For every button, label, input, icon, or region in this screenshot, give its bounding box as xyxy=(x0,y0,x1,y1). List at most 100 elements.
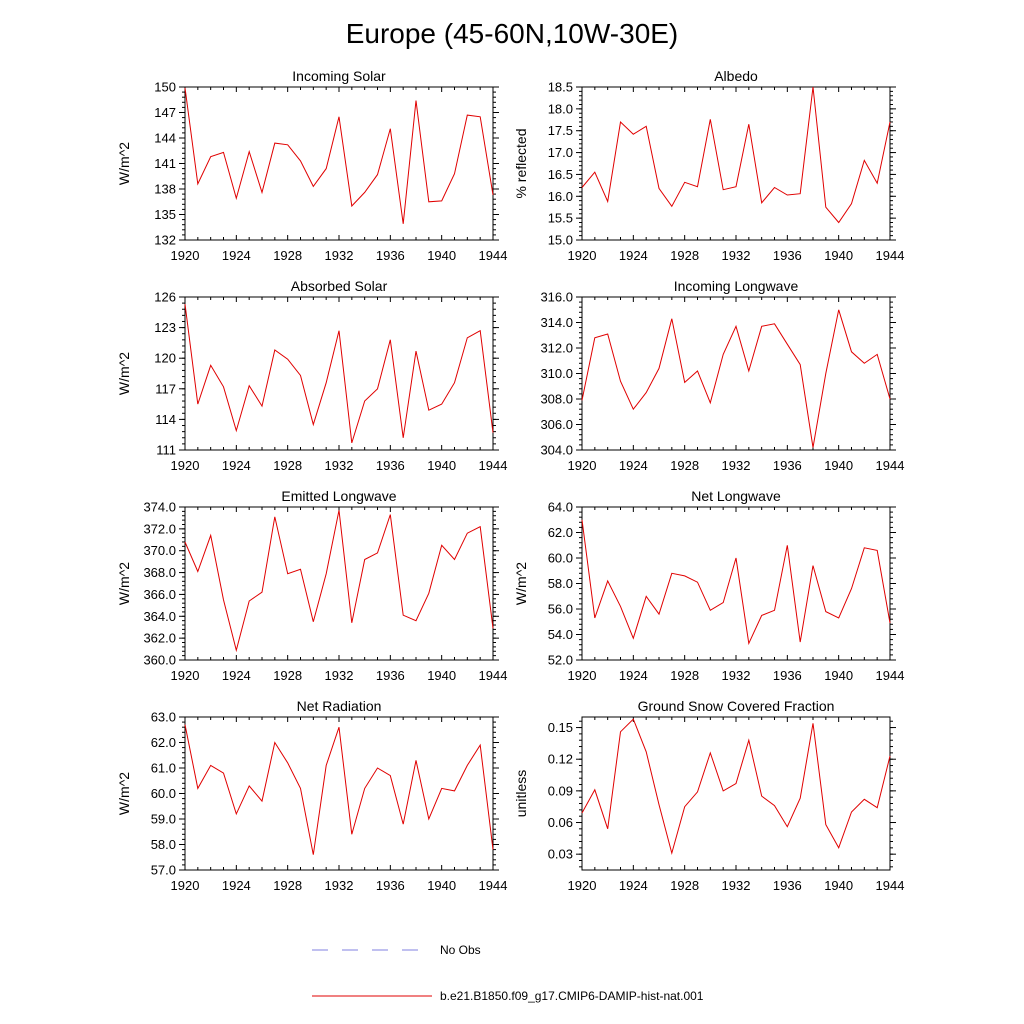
x-tick-label: 1932 xyxy=(325,668,354,683)
y-tick-label: 141 xyxy=(154,156,176,171)
y-tick-label: 16.0 xyxy=(548,189,573,204)
y-tick-label: 58.0 xyxy=(548,576,573,591)
y-axis-label: W/m^2 xyxy=(513,562,529,605)
x-tick-label: 1936 xyxy=(773,878,802,893)
x-tick-label: 1924 xyxy=(619,878,648,893)
legend-label-model: b.e21.B1850.f09_g17.CMIP6-DAMIP-hist-nat… xyxy=(440,989,704,1003)
series-line xyxy=(581,519,891,646)
y-tick-label: 62.0 xyxy=(151,735,176,750)
x-tick-label: 1928 xyxy=(670,878,699,893)
y-tick-label: 147 xyxy=(154,105,176,120)
x-tick-label: 1924 xyxy=(222,668,251,683)
y-tick-label: 135 xyxy=(154,207,176,222)
panel-7: Ground Snow Covered Fraction unitless 1920… xyxy=(513,698,904,893)
y-tick-label: 123 xyxy=(154,320,176,335)
y-tick-label: 60.0 xyxy=(151,786,176,801)
x-tick-label: 1936 xyxy=(773,668,802,683)
x-tick-label: 1920 xyxy=(568,878,597,893)
y-tick-label: 314.0 xyxy=(540,315,573,330)
panel-3: Incoming Longwave 1920 1924 1928 1932 1936 194… xyxy=(540,278,904,473)
plot-frame xyxy=(581,716,891,871)
x-tick-label: 1928 xyxy=(273,668,302,683)
y-tick-label: 366.0 xyxy=(143,587,176,602)
x-tick-label: 1932 xyxy=(722,458,751,473)
x-tick-label: 1944 xyxy=(876,248,905,263)
y-tick-label: 63.0 xyxy=(151,710,176,725)
plot-frame xyxy=(581,86,891,241)
x-tick-label: 1940 xyxy=(427,668,456,683)
x-tick-label: 1920 xyxy=(171,248,200,263)
y-tick-label: 362.0 xyxy=(143,631,176,646)
panel-title: Net Longwave xyxy=(691,488,781,504)
x-tick-label: 1928 xyxy=(273,248,302,263)
panel-6: Net Radiation W/m^2 1920 1924 1928 1932 1936 19… xyxy=(116,698,507,893)
y-tick-label: 60.0 xyxy=(548,551,573,566)
x-tick-label: 1928 xyxy=(670,248,699,263)
y-tick-label: 17.0 xyxy=(548,145,573,160)
x-tick-label: 1928 xyxy=(273,458,302,473)
y-tick-label: 117 xyxy=(155,381,176,396)
y-tick-label: 144 xyxy=(154,131,176,146)
x-tick-label: 1932 xyxy=(325,248,354,263)
panel-5: Net Longwave W/m^2 1920 1924 1928 1932 1936 194… xyxy=(513,488,904,683)
x-tick-label: 1936 xyxy=(376,878,405,893)
x-tick-label: 1936 xyxy=(376,458,405,473)
x-tick-label: 1928 xyxy=(670,458,699,473)
y-tick-label: 56.0 xyxy=(548,602,573,617)
x-tick-label: 1944 xyxy=(479,878,508,893)
x-tick-label: 1920 xyxy=(568,668,597,683)
y-tick-label: 0.12 xyxy=(548,752,573,767)
x-tick-label: 1924 xyxy=(619,458,648,473)
x-tick-label: 1928 xyxy=(670,668,699,683)
plot-frame xyxy=(184,296,494,451)
x-tick-label: 1940 xyxy=(824,248,853,263)
y-tick-label: 370.0 xyxy=(143,543,176,558)
y-tick-label: 18.0 xyxy=(548,101,573,116)
plot-frame xyxy=(581,506,891,661)
x-tick-label: 1940 xyxy=(824,458,853,473)
figure-title: Europe (45-60N,10W-30E) xyxy=(346,18,679,49)
panel-title: Emitted Longwave xyxy=(281,488,396,504)
x-tick-label: 1920 xyxy=(171,668,200,683)
y-tick-label: 374.0 xyxy=(143,500,176,515)
panels-group: Incoming Solar W/m^2 1920 1924 1928 1932 1936 1… xyxy=(116,68,904,893)
y-tick-label: 52.0 xyxy=(548,653,573,668)
x-tick-label: 1924 xyxy=(222,248,251,263)
y-tick-label: 54.0 xyxy=(548,627,573,642)
x-tick-label: 1932 xyxy=(722,668,751,683)
y-tick-label: 310.0 xyxy=(540,366,573,381)
y-tick-label: 111 xyxy=(156,443,176,458)
x-tick-label: 1932 xyxy=(325,878,354,893)
x-tick-label: 1932 xyxy=(325,458,354,473)
plot-frame xyxy=(184,716,494,871)
y-tick-label: 0.15 xyxy=(548,720,573,735)
y-tick-label: 15.0 xyxy=(548,233,573,248)
y-tick-label: 364.0 xyxy=(143,609,176,624)
x-tick-label: 1932 xyxy=(722,248,751,263)
x-tick-label: 1940 xyxy=(427,248,456,263)
series-line xyxy=(184,510,494,653)
y-tick-label: 0.09 xyxy=(548,783,573,798)
y-tick-label: 312.0 xyxy=(540,341,573,356)
x-tick-label: 1940 xyxy=(824,878,853,893)
x-tick-label: 1920 xyxy=(171,878,200,893)
x-tick-label: 1936 xyxy=(376,668,405,683)
y-tick-label: 372.0 xyxy=(143,521,176,536)
panel-4: Emitted Longwave W/m^2 1920 1924 1928 1932 193… xyxy=(116,488,507,683)
series-line xyxy=(184,724,494,855)
x-tick-label: 1944 xyxy=(479,248,508,263)
y-axis-label: W/m^2 xyxy=(116,772,132,815)
y-tick-label: 126 xyxy=(154,290,176,305)
x-tick-label: 1924 xyxy=(619,248,648,263)
plot-frame xyxy=(581,296,891,451)
series-line xyxy=(581,86,891,224)
panel-title: Incoming Longwave xyxy=(674,278,799,294)
legend-label-no-obs: No Obs xyxy=(440,943,481,957)
series-line xyxy=(581,718,891,856)
panel-2: Absorbed Solar W/m^2 1920 1924 1928 1932 1936 1… xyxy=(116,278,507,473)
panel-title: Albedo xyxy=(714,68,758,84)
series-line xyxy=(184,87,494,224)
legend: No Obs b.e21.B1850.f09_g17.CMIP6-DAMIP-h… xyxy=(312,943,704,1003)
y-axis-label: % reflected xyxy=(513,128,529,198)
